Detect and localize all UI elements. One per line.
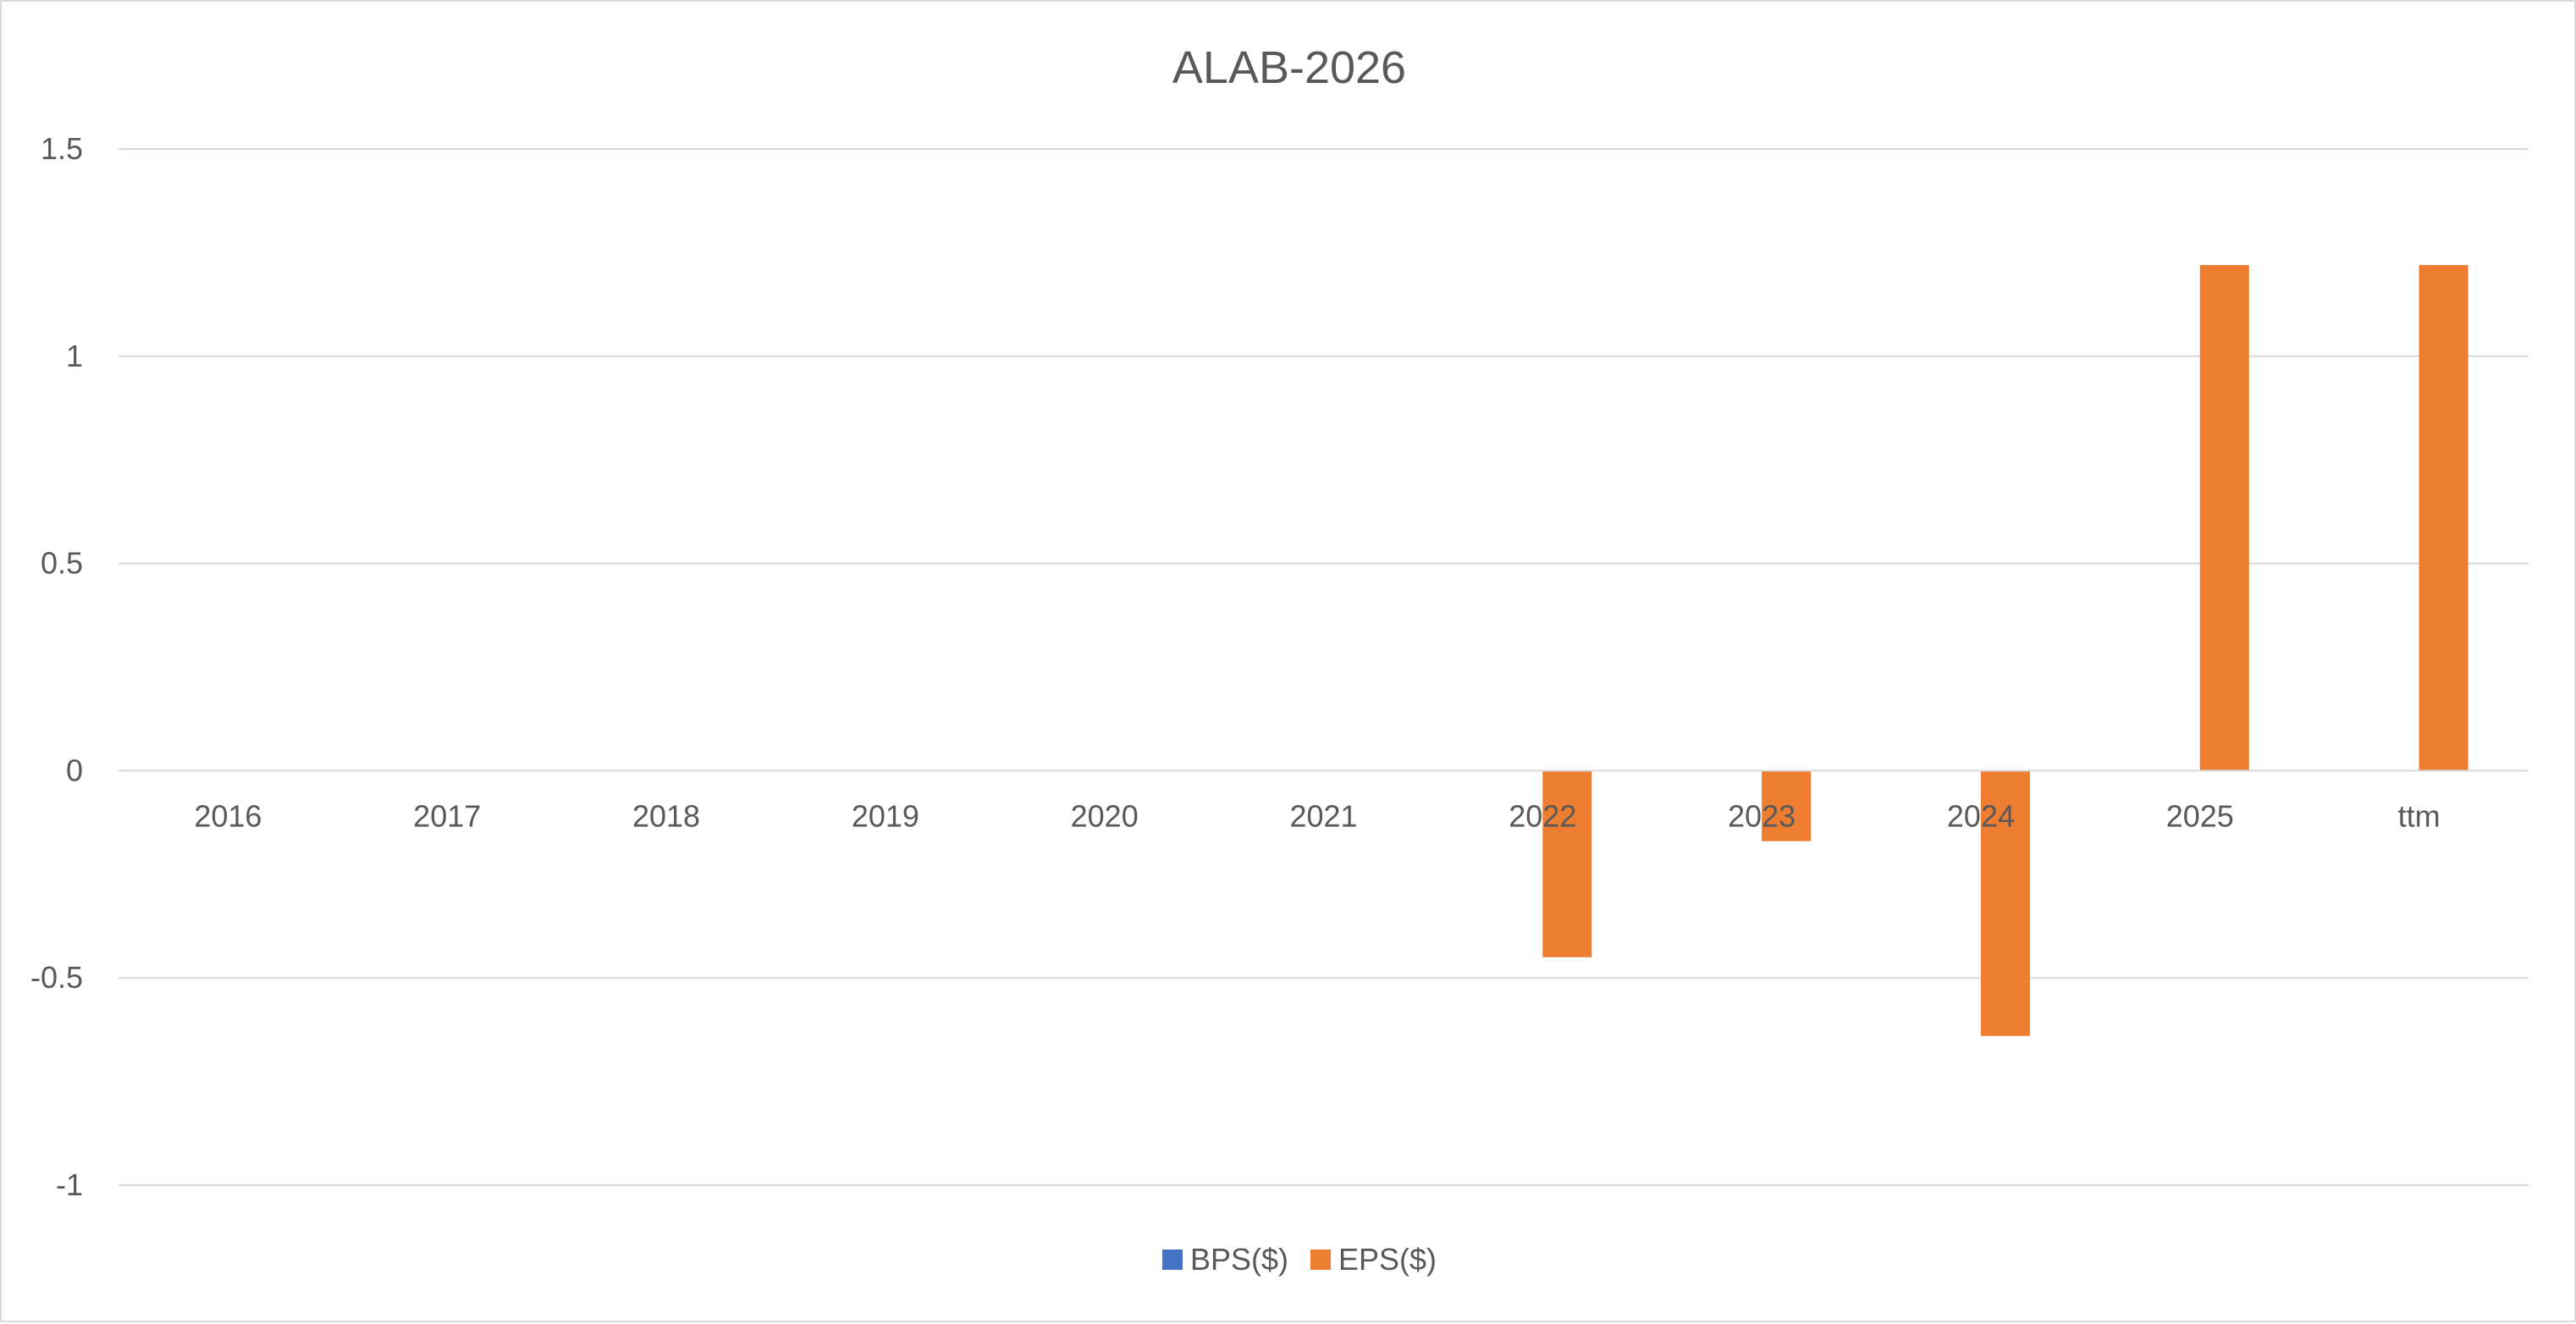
y-tick-label: -0.5 bbox=[30, 960, 83, 995]
legend-label: EPS($) bbox=[1338, 1242, 1437, 1277]
x-tick-label: 2018 bbox=[632, 798, 700, 833]
x-axis-tick-labels: 2016 2017 2018 2019 2020 2021 2022 2023 2024 2025… bbox=[194, 798, 2440, 833]
legend-swatch bbox=[1310, 1250, 1331, 1270]
legend-label: BPS($) bbox=[1190, 1242, 1288, 1277]
x-tick-label: 2025 bbox=[2166, 798, 2234, 833]
y-tick-label: 1.5 bbox=[41, 131, 83, 166]
x-tick-label: ttm bbox=[2398, 798, 2441, 833]
x-tick-label: 2022 bbox=[1509, 798, 1576, 833]
bars bbox=[1542, 265, 2468, 1036]
x-tick-label: 2024 bbox=[1947, 798, 2015, 833]
y-tick-label: -1 bbox=[56, 1167, 83, 1202]
x-tick-label: 2023 bbox=[1728, 798, 1795, 833]
y-tick-label: 0.5 bbox=[41, 546, 83, 581]
y-tick-label: 0 bbox=[66, 753, 83, 787]
y-axis-tick-labels: 1.5 1 0.5 0 -0.5 -1 bbox=[30, 131, 83, 1202]
bar-eps-ttm bbox=[2419, 265, 2468, 771]
x-tick-label: 2020 bbox=[1071, 798, 1139, 833]
chart-title: ALAB-2026 bbox=[1172, 42, 1406, 93]
y-tick-label: 1 bbox=[66, 339, 83, 373]
x-tick-label: 2019 bbox=[852, 798, 919, 833]
x-tick-label: 2016 bbox=[194, 798, 262, 833]
bar-eps-2025 bbox=[2199, 265, 2249, 771]
x-tick-label: 2017 bbox=[413, 798, 481, 833]
x-tick-label: 2021 bbox=[1289, 798, 1357, 833]
gridlines bbox=[119, 148, 2529, 1186]
bar-eps-2023 bbox=[1762, 770, 1812, 841]
bar-eps-2024 bbox=[1980, 770, 2030, 1036]
legend-swatch bbox=[1162, 1250, 1183, 1270]
legend: BPS($) EPS($) bbox=[1162, 1242, 1437, 1277]
bar-eps-2022 bbox=[1542, 770, 1592, 957]
